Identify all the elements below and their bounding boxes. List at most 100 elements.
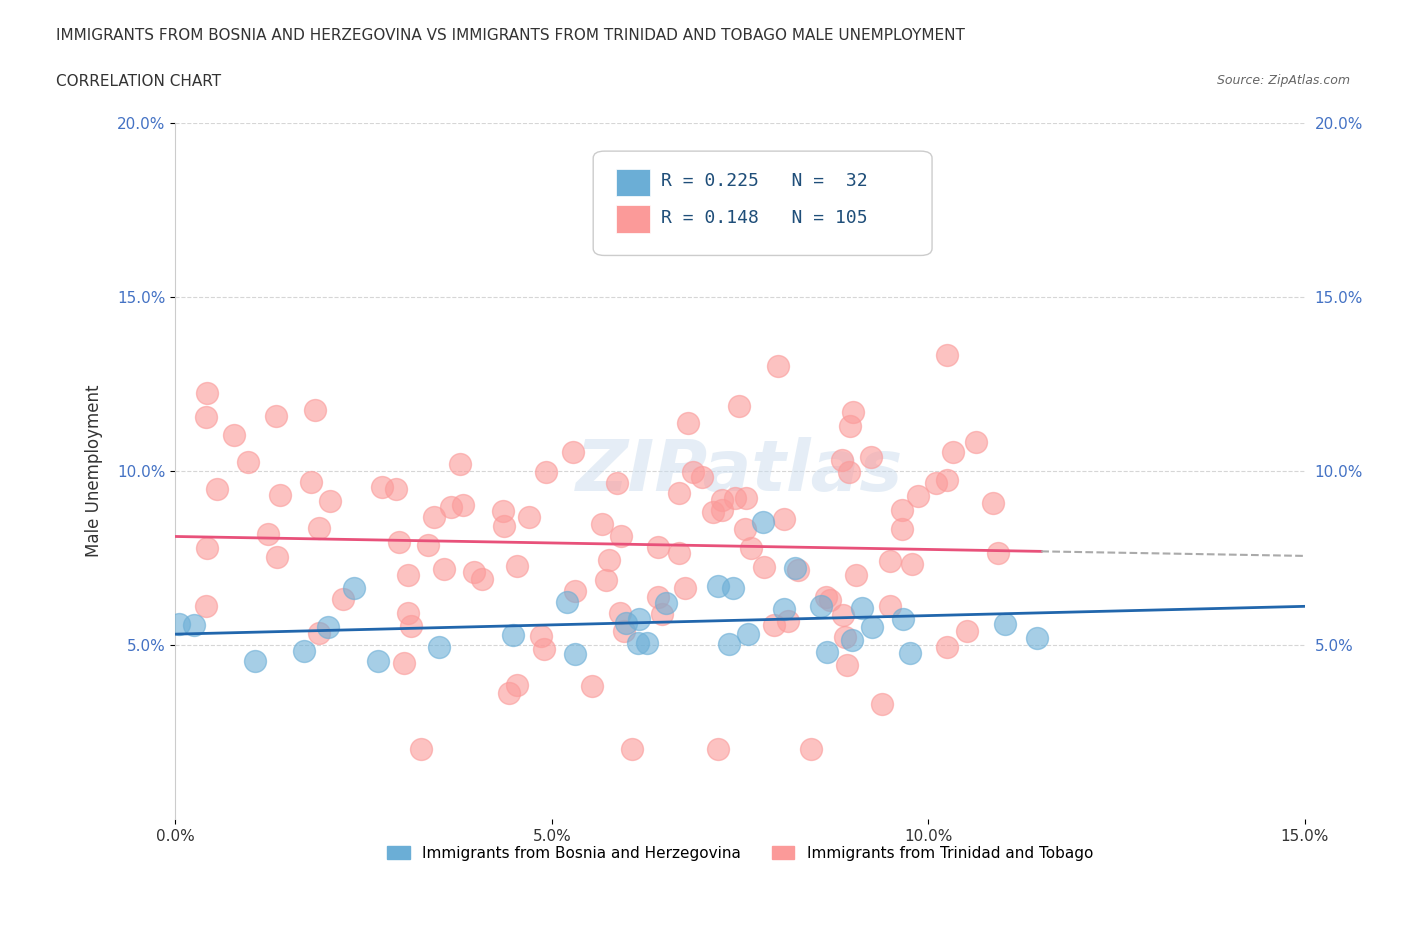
Immigrants from Trinidad and Tobago	[814, 590, 837, 604]
Immigrants from Bosnia and Herzegovina	[564, 646, 586, 661]
Immigrants from Trinidad and Tobago	[702, 505, 724, 520]
Y-axis label: Male Unemployment: Male Unemployment	[86, 385, 103, 557]
Immigrants from Trinidad and Tobago	[651, 606, 673, 621]
Immigrants from Trinidad and Tobago	[222, 428, 245, 443]
Immigrants from Trinidad and Tobago	[710, 492, 733, 507]
Immigrants from Trinidad and Tobago	[308, 626, 330, 641]
Immigrants from Trinidad and Tobago	[451, 498, 474, 512]
Immigrants from Trinidad and Tobago	[392, 655, 415, 670]
Immigrants from Bosnia and Herzegovina	[627, 612, 650, 627]
Immigrants from Trinidad and Tobago	[609, 605, 631, 620]
Immigrants from Bosnia and Herzegovina	[292, 644, 315, 658]
Immigrants from Trinidad and Tobago	[385, 482, 408, 497]
Immigrants from Trinidad and Tobago	[581, 679, 603, 694]
Immigrants from Trinidad and Tobago	[838, 418, 860, 433]
Immigrants from Trinidad and Tobago	[727, 399, 749, 414]
Immigrants from Trinidad and Tobago	[818, 593, 841, 608]
Immigrants from Trinidad and Tobago	[269, 487, 291, 502]
Immigrants from Trinidad and Tobago	[766, 359, 789, 374]
Immigrants from Trinidad and Tobago	[831, 452, 853, 467]
Immigrants from Trinidad and Tobago	[925, 475, 948, 490]
Immigrants from Trinidad and Tobago	[668, 485, 690, 500]
Immigrants from Trinidad and Tobago	[832, 607, 855, 622]
Immigrants from Trinidad and Tobago	[838, 465, 860, 480]
Immigrants from Trinidad and Tobago	[308, 521, 330, 536]
Immigrants from Trinidad and Tobago	[238, 455, 260, 470]
Immigrants from Trinidad and Tobago	[673, 581, 696, 596]
Immigrants from Trinidad and Tobago	[668, 546, 690, 561]
Bar	[616, 206, 650, 233]
Immigrants from Trinidad and Tobago	[205, 482, 228, 497]
Immigrants from Trinidad and Tobago	[690, 470, 713, 485]
FancyBboxPatch shape	[593, 151, 932, 256]
Immigrants from Bosnia and Herzegovina	[860, 620, 883, 635]
Immigrants from Bosnia and Herzegovina	[1025, 631, 1047, 645]
Immigrants from Trinidad and Tobago	[956, 624, 979, 639]
Immigrants from Trinidad and Tobago	[682, 465, 704, 480]
Immigrants from Bosnia and Herzegovina	[614, 616, 637, 631]
Immigrants from Bosnia and Herzegovina	[810, 598, 832, 613]
Immigrants from Trinidad and Tobago	[195, 385, 218, 400]
Text: R = 0.148   N = 105: R = 0.148 N = 105	[661, 209, 868, 227]
Immigrants from Trinidad and Tobago	[388, 534, 411, 549]
Immigrants from Trinidad and Tobago	[842, 404, 865, 418]
Immigrants from Bosnia and Herzegovina	[752, 514, 775, 529]
Immigrants from Trinidad and Tobago	[598, 553, 620, 568]
Immigrants from Bosnia and Herzegovina	[898, 646, 921, 661]
Immigrants from Bosnia and Herzegovina	[343, 580, 366, 595]
Immigrants from Trinidad and Tobago	[835, 658, 858, 672]
Immigrants from Bosnia and Herzegovina	[707, 578, 730, 593]
Immigrants from Trinidad and Tobago	[266, 550, 288, 565]
Immigrants from Bosnia and Herzegovina	[316, 619, 339, 634]
Immigrants from Trinidad and Tobago	[870, 697, 893, 711]
Immigrants from Bosnia and Herzegovina	[817, 644, 839, 659]
Immigrants from Bosnia and Herzegovina	[427, 640, 450, 655]
Immigrants from Trinidad and Tobago	[620, 742, 643, 757]
Immigrants from Trinidad and Tobago	[530, 628, 553, 643]
Immigrants from Trinidad and Tobago	[763, 618, 786, 632]
Immigrants from Trinidad and Tobago	[935, 472, 957, 487]
Immigrants from Bosnia and Herzegovina	[717, 636, 740, 651]
Immigrants from Trinidad and Tobago	[534, 465, 557, 480]
Immigrants from Bosnia and Herzegovina	[502, 628, 524, 643]
Immigrants from Trinidad and Tobago	[907, 488, 929, 503]
Immigrants from Trinidad and Tobago	[647, 590, 669, 604]
Immigrants from Trinidad and Tobago	[778, 614, 800, 629]
Immigrants from Trinidad and Tobago	[411, 742, 433, 757]
Immigrants from Trinidad and Tobago	[707, 742, 730, 757]
Immigrants from Trinidad and Tobago	[562, 445, 585, 459]
Immigrants from Trinidad and Tobago	[498, 685, 520, 700]
Immigrants from Trinidad and Tobago	[610, 529, 633, 544]
Immigrants from Trinidad and Tobago	[900, 557, 922, 572]
Immigrants from Trinidad and Tobago	[396, 605, 419, 620]
Immigrants from Trinidad and Tobago	[786, 563, 808, 578]
Immigrants from Trinidad and Tobago	[879, 553, 901, 568]
Immigrants from Trinidad and Tobago	[266, 408, 288, 423]
Immigrants from Trinidad and Tobago	[800, 742, 823, 757]
Immigrants from Trinidad and Tobago	[433, 561, 456, 576]
Immigrants from Trinidad and Tobago	[647, 539, 669, 554]
Immigrants from Trinidad and Tobago	[332, 591, 354, 606]
Immigrants from Trinidad and Tobago	[197, 540, 219, 555]
Immigrants from Trinidad and Tobago	[724, 491, 747, 506]
Immigrants from Trinidad and Tobago	[845, 568, 868, 583]
Immigrants from Trinidad and Tobago	[773, 512, 796, 527]
Text: ZIPatlas: ZIPatlas	[576, 436, 904, 506]
Text: R = 0.225   N =  32: R = 0.225 N = 32	[661, 172, 868, 190]
Immigrants from Trinidad and Tobago	[591, 516, 613, 531]
Text: CORRELATION CHART: CORRELATION CHART	[56, 74, 221, 89]
Immigrants from Trinidad and Tobago	[734, 522, 756, 537]
Immigrants from Trinidad and Tobago	[399, 619, 422, 634]
Text: IMMIGRANTS FROM BOSNIA AND HERZEGOVINA VS IMMIGRANTS FROM TRINIDAD AND TOBAGO MA: IMMIGRANTS FROM BOSNIA AND HERZEGOVINA V…	[56, 28, 965, 43]
Immigrants from Trinidad and Tobago	[463, 565, 485, 579]
Immigrants from Trinidad and Tobago	[735, 490, 758, 505]
Immigrants from Trinidad and Tobago	[319, 494, 342, 509]
Immigrants from Bosnia and Herzegovina	[773, 601, 796, 616]
Immigrants from Bosnia and Herzegovina	[737, 626, 759, 641]
Immigrants from Trinidad and Tobago	[936, 347, 959, 362]
Immigrants from Bosnia and Herzegovina	[557, 594, 579, 609]
Immigrants from Trinidad and Tobago	[494, 519, 516, 534]
Immigrants from Bosnia and Herzegovina	[167, 617, 190, 631]
Text: Source: ZipAtlas.com: Source: ZipAtlas.com	[1216, 74, 1350, 87]
Immigrants from Trinidad and Tobago	[423, 510, 446, 525]
